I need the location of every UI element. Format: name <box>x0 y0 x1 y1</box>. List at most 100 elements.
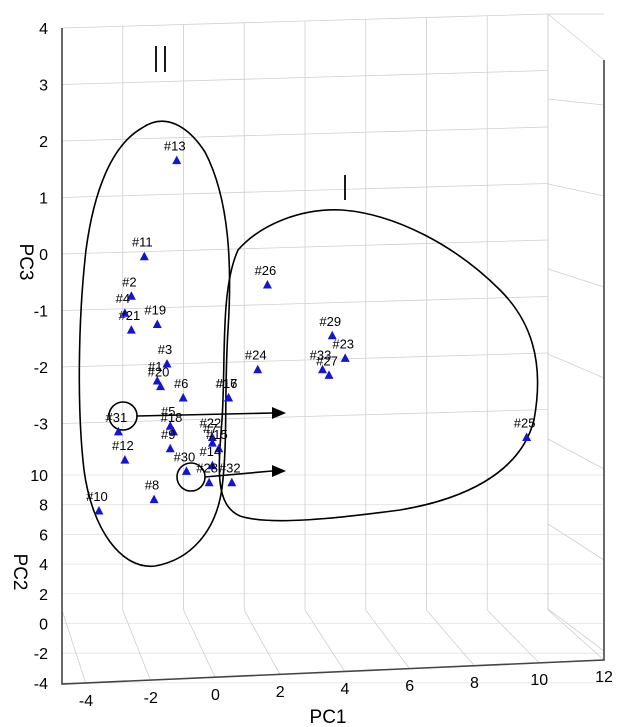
grid-floor-x <box>426 609 475 667</box>
data-point <box>165 421 175 430</box>
point-label: #20 <box>148 365 170 380</box>
z-tick-label: 10 <box>30 468 48 485</box>
data-point <box>224 392 234 402</box>
grid-floor-x <box>547 609 605 661</box>
point-label: #4 <box>116 291 130 306</box>
x-tick-label: 4 <box>341 681 350 698</box>
data-point <box>262 279 272 289</box>
data-point <box>165 443 175 453</box>
point-label: #5 <box>161 404 175 419</box>
grid-line-y <box>61 352 549 368</box>
grid-floor-x <box>122 609 152 682</box>
point-label: #19 <box>144 303 166 318</box>
grid-floor-x <box>61 609 87 685</box>
point-label: #32 <box>219 461 241 476</box>
grid-right-wall <box>547 268 605 288</box>
data-points: #13#11#2#4#19#21#26#29#23#33#27#24#3#1#2… <box>86 139 535 515</box>
grid-floor-x <box>183 609 216 679</box>
data-point <box>152 319 162 328</box>
point-label: #28 <box>196 461 218 476</box>
data-point <box>126 291 136 300</box>
z-tick-label: 6 <box>39 527 48 544</box>
point-label: #2 <box>122 274 136 289</box>
frame-front <box>61 28 605 685</box>
grid-line-y <box>61 126 549 142</box>
point-label: #8 <box>145 478 159 493</box>
grid-floor-x <box>243 609 281 676</box>
point-label: #7 <box>203 421 217 436</box>
data-point <box>253 364 263 374</box>
point-label: #14 <box>200 444 222 459</box>
grid-line-y <box>61 13 549 29</box>
grid-line-y <box>61 239 549 255</box>
point-label: #12 <box>112 438 134 453</box>
data-point <box>126 325 136 334</box>
y-tick-label: -2 <box>34 360 48 377</box>
x-tick-label: 8 <box>470 675 479 692</box>
point-label: #30 <box>174 449 196 464</box>
point-label: #18 <box>161 410 183 425</box>
grid-floor-x <box>486 609 540 664</box>
point-label: #13 <box>164 139 186 154</box>
point-label: #16 <box>216 376 238 391</box>
z-tick-label: 8 <box>39 498 48 515</box>
point-label: #25 <box>514 416 536 431</box>
data-point <box>178 392 188 402</box>
point-label: #33 <box>310 348 332 363</box>
data-point <box>318 364 328 374</box>
data-point <box>94 505 104 515</box>
grid-layer <box>61 13 605 685</box>
data-point <box>172 155 182 165</box>
z-tick-label: 2 <box>39 587 48 604</box>
data-point <box>324 370 334 379</box>
data-point <box>327 330 337 340</box>
point-label: #1 <box>148 359 162 374</box>
data-point <box>214 443 224 453</box>
grid-right-wall <box>547 353 605 379</box>
z-tick-label: 4 <box>39 557 48 574</box>
grid-line-y <box>61 70 549 85</box>
data-point <box>162 359 172 368</box>
x-tick-label: 12 <box>595 669 613 686</box>
grid-floor-x <box>304 609 346 673</box>
point-label: #10 <box>86 489 108 504</box>
point-label: #6 <box>174 376 188 391</box>
data-point <box>207 432 217 441</box>
data-point <box>168 426 178 436</box>
grid-right-wall <box>547 523 605 561</box>
data-point <box>522 432 532 441</box>
data-point <box>227 477 237 487</box>
y-tick-label: 0 <box>39 247 48 264</box>
grid-floor-x <box>365 609 411 670</box>
point-label: #17 <box>216 376 238 391</box>
grid-right-wall <box>547 183 605 197</box>
data-point <box>139 251 149 261</box>
data-point <box>113 426 123 436</box>
group-ii-outline <box>78 120 231 567</box>
group-label-ii <box>155 46 166 72</box>
point-label: #24 <box>245 348 267 363</box>
y-tick-label: 3 <box>39 78 48 95</box>
x-tick-label: -2 <box>144 690 158 707</box>
z-tick-label: -4 <box>34 676 48 693</box>
x-tick-label: -4 <box>79 693 93 710</box>
data-point <box>340 353 350 362</box>
data-point <box>120 308 130 317</box>
y-tick-label: 1 <box>39 191 48 208</box>
x-tick-label: 10 <box>530 672 548 689</box>
point-label: #9 <box>161 427 175 442</box>
data-point <box>207 438 217 447</box>
data-point <box>207 460 217 470</box>
axes-frame <box>61 13 605 685</box>
point-label: #22 <box>200 416 222 431</box>
data-point <box>149 494 159 504</box>
y-tick-label: -1 <box>34 304 48 321</box>
x-tick-label: 2 <box>276 684 285 701</box>
point-label: #31 <box>106 410 128 425</box>
point-label: #26 <box>255 263 277 278</box>
grid-right-wall <box>547 98 605 106</box>
point-label: #11 <box>132 235 153 250</box>
point-label: #21 <box>119 308 141 323</box>
